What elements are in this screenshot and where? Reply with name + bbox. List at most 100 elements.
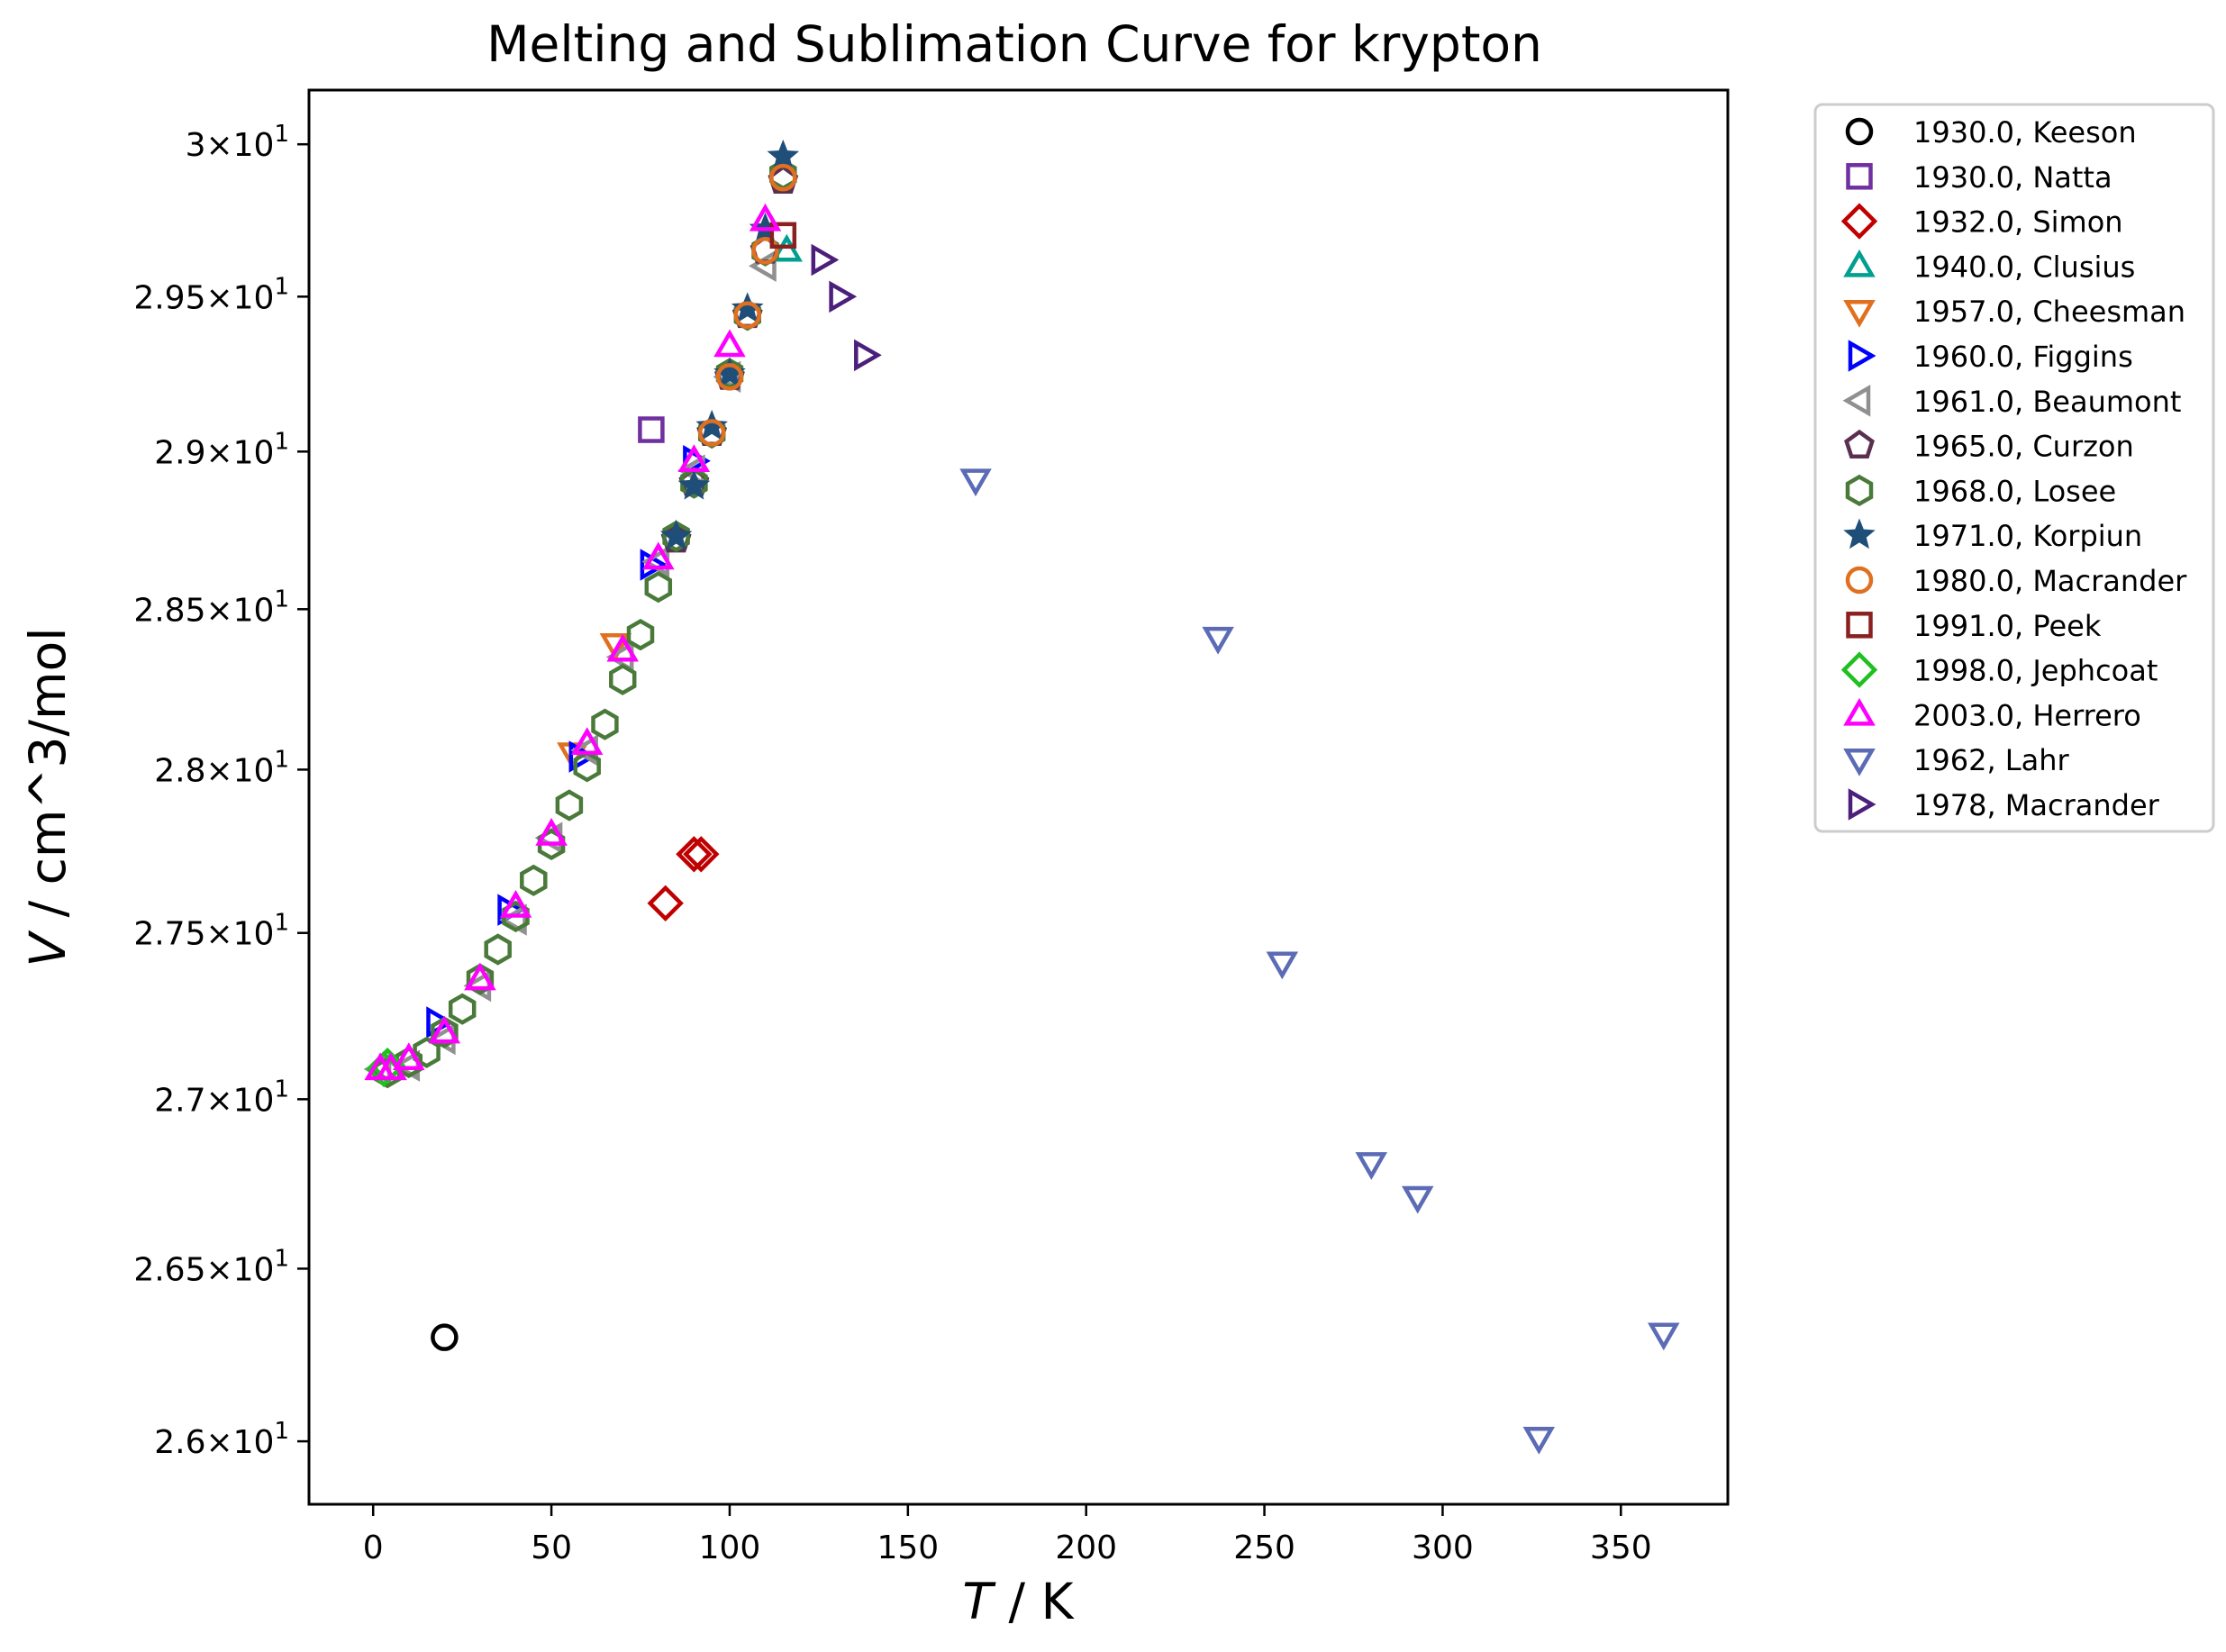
- data-point: [713, 329, 746, 358]
- data-point: [1647, 1322, 1680, 1351]
- y-tick-label: 2.7×101: [154, 1076, 289, 1119]
- legend-entry: 1978, Macrander: [1848, 788, 2160, 822]
- data-marks: [363, 139, 1680, 1455]
- legend-label: 1932.0, Simon: [1913, 205, 2123, 240]
- data-point: [392, 1042, 425, 1070]
- legend-entry: 1962, Lahr: [1843, 743, 2070, 777]
- y-axis-variable: V: [19, 930, 77, 967]
- data-point: [555, 789, 584, 821]
- legend-label: 1930.0, Natta: [1913, 160, 2112, 195]
- data-point: [854, 339, 882, 372]
- legend-entry: 1960.0, Figgins: [1848, 340, 2133, 374]
- x-axis: 0 50 100 150 200 250 300 350: [363, 1504, 1652, 1566]
- data-point: [626, 619, 655, 651]
- legend-label: 1965.0, Curzon: [1913, 430, 2134, 464]
- data-point: [1266, 951, 1299, 980]
- data-point: [606, 633, 640, 662]
- data-point: [647, 885, 684, 921]
- legend-marker: [1845, 474, 1874, 506]
- series-14: [959, 468, 1680, 1455]
- legend-label: 1968.0, Losee: [1913, 474, 2116, 508]
- plot-area-frame: [307, 88, 1730, 1506]
- data-point: [484, 933, 512, 966]
- legend-label: 1978, Macrander: [1913, 788, 2160, 822]
- y-tick-label: 2.6×101: [154, 1418, 289, 1461]
- y-tick-label: 2.75×101: [133, 910, 289, 953]
- series-2: [647, 836, 720, 921]
- data-point: [695, 409, 728, 440]
- legend-entry: 1965.0, Curzon: [1844, 429, 2134, 464]
- y-tick-label: 3×101: [186, 121, 289, 164]
- data-point: [520, 864, 548, 896]
- data-point: [715, 363, 744, 391]
- legend: 1930.0, Keeson 1930.0, Natta 1932.0, Simon…: [1813, 103, 2215, 833]
- data-point: [769, 163, 797, 192]
- data-point: [659, 519, 693, 550]
- data-point: [662, 520, 690, 552]
- data-point: [769, 222, 797, 250]
- data-point: [413, 1036, 441, 1068]
- legend-label: 1940.0, Clusius: [1913, 250, 2135, 284]
- legend-label: 1991.0, Peek: [1913, 609, 2102, 643]
- series-10: [697, 163, 797, 447]
- y-axis-label: V / cm^3/mol: [19, 627, 77, 967]
- series-0: [431, 1323, 459, 1351]
- data-point: [609, 663, 637, 695]
- data-point: [464, 962, 496, 991]
- legend-entry: 1991.0, Peek: [1846, 609, 2102, 643]
- data-point: [642, 541, 675, 570]
- data-point: [568, 740, 597, 773]
- data-point: [811, 243, 840, 277]
- data-point: [1522, 1426, 1555, 1455]
- data-point: [680, 467, 708, 499]
- legend-entry: 1998.0, Jephcoat: [1840, 651, 2158, 688]
- data-point: [573, 750, 601, 783]
- legend-marker: [1840, 203, 1878, 240]
- data-point: [537, 828, 566, 860]
- data-point: [448, 993, 477, 1025]
- data-point: [502, 900, 530, 932]
- y-tick-label: 2.9×101: [154, 428, 289, 471]
- legend-entry: 1971.0, Korpiun: [1843, 518, 2142, 553]
- legend-marker: [1843, 299, 1876, 328]
- legend-entry: 2003.0, Herrero: [1843, 697, 2141, 732]
- data-point: [535, 818, 568, 846]
- data-point: [638, 416, 665, 443]
- x-tick-label: 250: [1233, 1529, 1295, 1566]
- legend-entry: 1961.0, Beaumont: [1842, 384, 2181, 419]
- y-tick-label: 2.8×101: [154, 746, 289, 789]
- series-11: [769, 222, 797, 250]
- legend-entry: 1957.0, Cheesman: [1843, 295, 2185, 329]
- legend-entry: 1940.0, Clusius: [1843, 249, 2135, 284]
- legend-entry: 1980.0, Macrander: [1845, 564, 2187, 598]
- x-tick-label: 100: [699, 1529, 761, 1566]
- x-tick-label: 0: [363, 1529, 384, 1566]
- data-point: [770, 233, 803, 262]
- data-point: [1402, 1185, 1434, 1214]
- legend-marker: [1845, 117, 1874, 146]
- legend-label: 1961.0, Beaumont: [1913, 385, 2181, 419]
- data-point: [570, 727, 604, 755]
- legend-marker: [1842, 384, 1871, 417]
- legend-entry: 1932.0, Simon: [1840, 203, 2123, 240]
- data-point: [395, 1046, 423, 1078]
- x-axis-label: T / K: [962, 1573, 1075, 1630]
- series-15: [811, 243, 882, 372]
- legend-label: 1957.0, Cheesman: [1913, 295, 2185, 329]
- data-point: [731, 292, 764, 323]
- data-point: [676, 836, 713, 873]
- data-point: [749, 203, 782, 231]
- series-3: [770, 233, 803, 262]
- legend-marker: [1844, 429, 1875, 458]
- legend-marker: [1845, 566, 1874, 595]
- data-point: [829, 280, 858, 313]
- legend-entry: 1968.0, Losee: [1845, 474, 2116, 508]
- legend-marker: [1843, 748, 1876, 776]
- y-tick-label: 2.95×101: [133, 273, 289, 316]
- legend-label: 1980.0, Macrander: [1913, 564, 2187, 598]
- data-point: [428, 1015, 461, 1044]
- data-point: [498, 903, 527, 936]
- x-tick-label: 200: [1055, 1529, 1117, 1566]
- data-point: [959, 468, 992, 497]
- legend-label: 1960.0, Figgins: [1913, 340, 2133, 374]
